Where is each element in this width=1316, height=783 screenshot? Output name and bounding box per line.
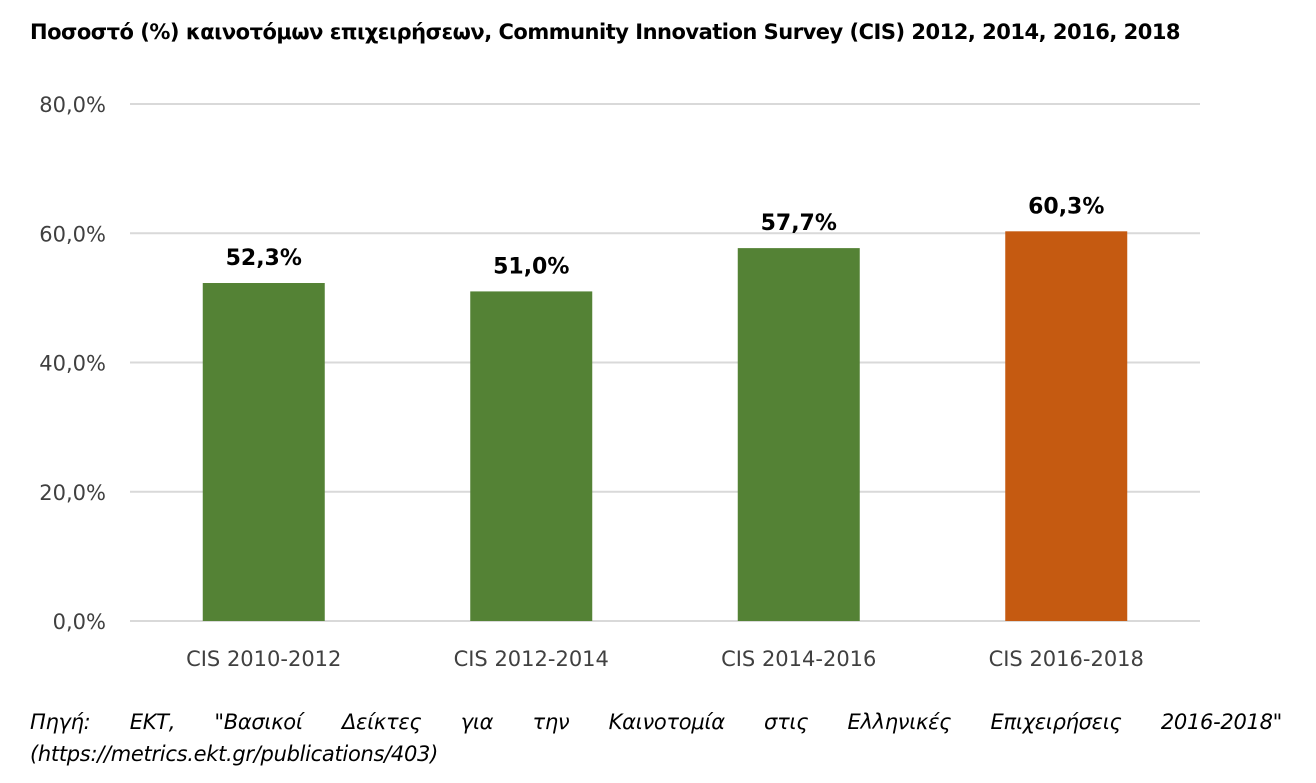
y-tick-label: 0,0% [53,610,106,634]
source-line-2: (https://metrics.ekt.gr/publications/403… [30,742,439,766]
data-label: 60,3% [1028,194,1104,219]
bar [202,283,325,621]
bar [1005,231,1128,621]
x-tick-label: CIS 2014-2016 [721,647,876,671]
y-tick-label: 40,0% [39,352,106,376]
source-line-1: Πηγή: ΕΚΤ, "Βασικοί Δείκτες για την Καιν… [30,710,1282,734]
x-tick-label: CIS 2012-2014 [454,647,609,671]
chart-title: Ποσοστό (%) καινοτόμων επιχειρήσεων, Com… [30,20,1181,44]
bar [470,291,593,621]
y-tick-label: 80,0% [39,93,106,117]
bar [737,248,860,621]
data-label: 52,3% [226,246,302,271]
y-tick-label: 60,0% [39,222,106,246]
bar-chart: 0,0% 20,0% 40,0% 60,0% 80,0% 52,3% CIS 2010-20… [39,93,1200,671]
source-note: Πηγή: ΕΚΤ, "Βασικοί Δείκτες για την Καιν… [30,706,1282,770]
x-tick-label: CIS 2016-2018 [989,647,1144,671]
data-label: 57,7% [761,211,837,236]
y-tick-label: 20,0% [39,481,106,505]
x-tick-label: CIS 2010-2012 [186,647,341,671]
data-label: 51,0% [493,254,569,279]
